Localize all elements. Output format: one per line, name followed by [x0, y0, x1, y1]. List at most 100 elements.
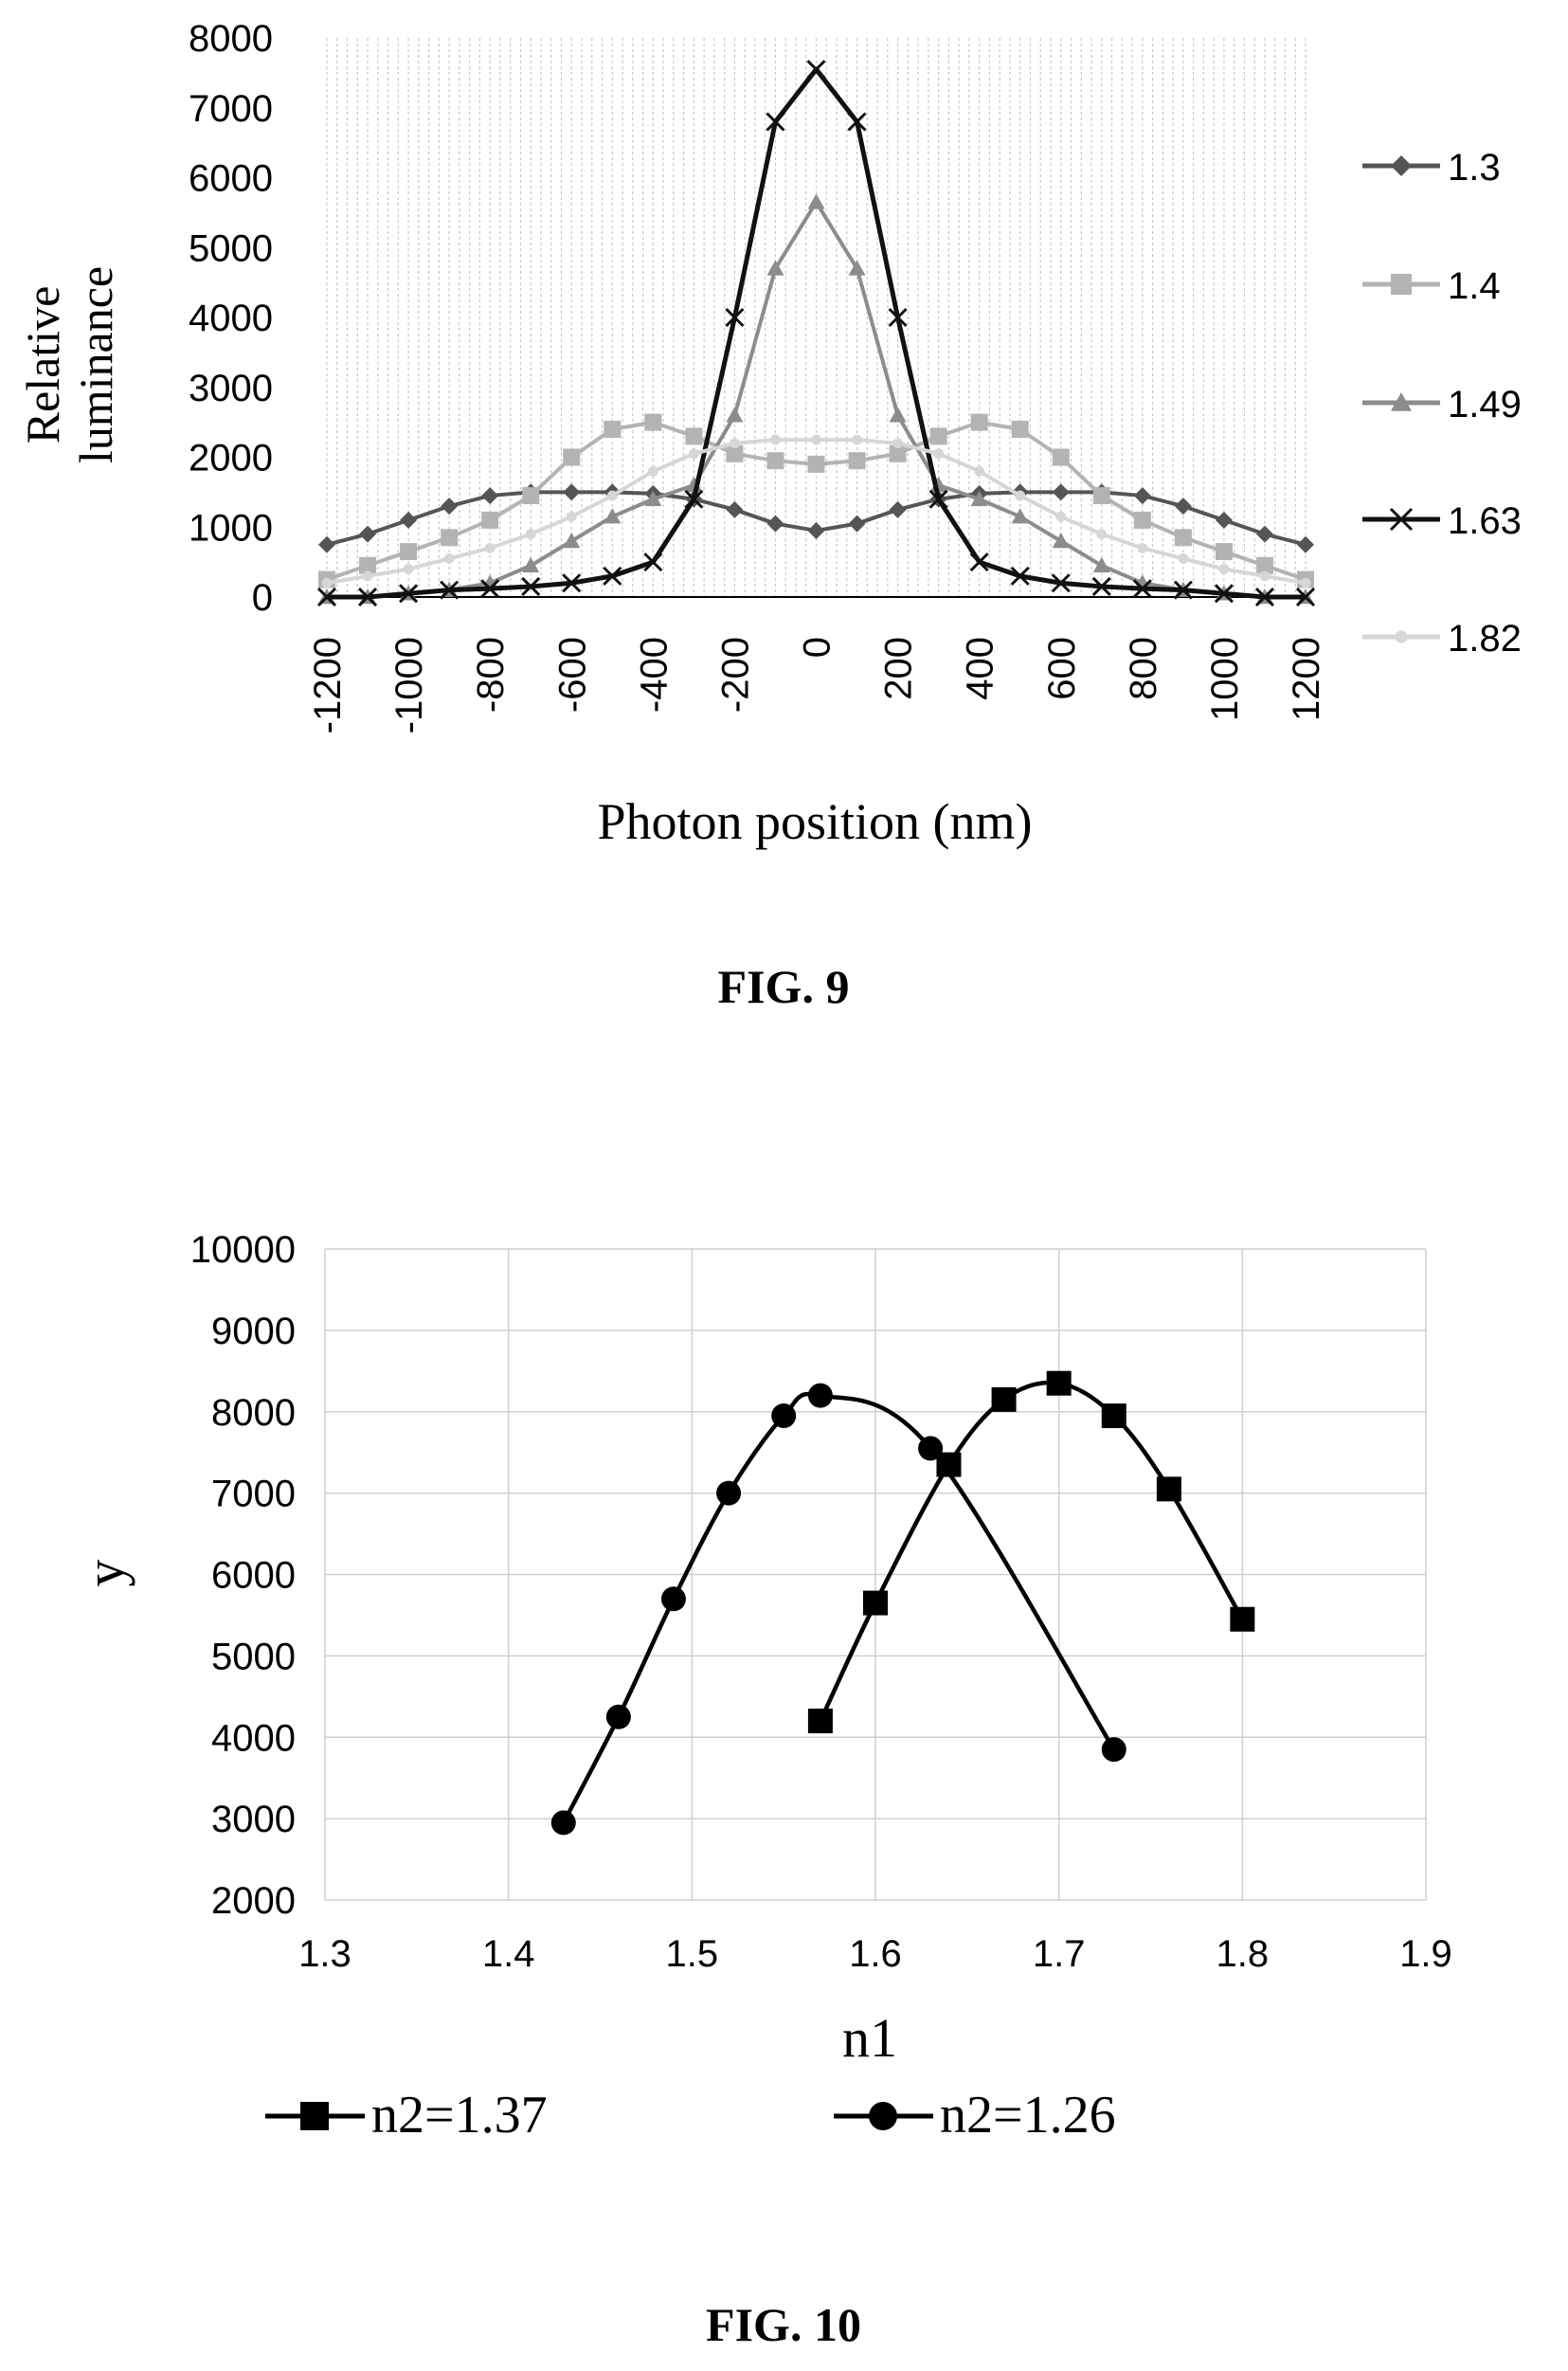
fig9-point — [1174, 529, 1192, 547]
fig9-point — [1011, 421, 1029, 438]
fig9-point — [730, 438, 740, 449]
fig9-y-tick-label: 3000 — [189, 368, 273, 409]
fig9-legend-item: 1.4 — [1362, 265, 1501, 307]
fig9-point — [603, 566, 622, 586]
fig9-x-tick-labels: -1200 -1000 -800 -600 -400 -200 0 200 400 600 800 1… — [307, 637, 1327, 733]
fig9-point — [604, 421, 622, 438]
fig9-point — [1218, 564, 1230, 574]
fig10-y-tick-label: 6000 — [211, 1555, 296, 1597]
fig9-point — [766, 112, 785, 132]
fig9-y-tick-label: 7000 — [189, 88, 273, 130]
fig9-point — [606, 490, 618, 501]
fig9-point — [847, 112, 867, 132]
fig9-point — [316, 587, 337, 607]
fig10-legend-item: n2=1.26 — [834, 2086, 1116, 2145]
fig9-point — [889, 407, 907, 423]
fig9-point — [726, 500, 744, 518]
fig10-legend-label: n2=1.37 — [371, 2086, 548, 2145]
fig9-point — [443, 553, 455, 564]
fig10-point — [807, 1383, 833, 1408]
fig10-y-tick-label: 8000 — [211, 1392, 296, 1434]
fig9-point — [928, 489, 948, 509]
fig9-point — [1255, 556, 1273, 574]
fig9-point — [685, 427, 703, 445]
fig9-point — [1092, 487, 1110, 505]
fig9-point — [1255, 525, 1273, 543]
fig9-point — [811, 434, 821, 445]
fig9-point — [1215, 511, 1233, 529]
fig9-point — [888, 307, 908, 328]
fig9-point — [400, 511, 418, 529]
fig9-point — [647, 465, 658, 477]
fig9-point — [688, 448, 699, 460]
fig9-series-1.4 — [318, 413, 1314, 588]
fig9-legend-label: 1.3 — [1448, 147, 1501, 189]
fig9-point — [644, 490, 662, 506]
fig9-point — [969, 552, 989, 572]
fig9-legend-item: 1.82 — [1362, 618, 1522, 660]
fig10-x-axis-label: n1 — [842, 2007, 897, 2069]
fig10-chart: 2000 3000 4000 5000 6000 7000 8000 9000 10000 1.… — [74, 1229, 1452, 2145]
fig9-point — [1259, 570, 1271, 582]
fig9-point — [766, 260, 784, 276]
fig9-x-tick-label: 1200 — [1286, 637, 1327, 721]
fig9-point — [643, 552, 663, 572]
fig9-legend: 1.3 1.4 1.49 1.63 1.82 — [1362, 147, 1522, 660]
fig9-point — [1300, 577, 1311, 588]
fig9-x-tick-label: -1000 — [388, 637, 430, 733]
fig10-gridlines — [324, 1248, 1427, 1901]
fig9-point — [807, 193, 825, 209]
fig10-x-tick-label: 1.9 — [1399, 1933, 1452, 1975]
fig9-point — [441, 529, 459, 547]
fig10-x-tick-label: 1.5 — [666, 1933, 719, 1975]
fig10-y-tick-label: 10000 — [190, 1229, 296, 1271]
fig9-point — [522, 556, 540, 573]
fig9-point — [1297, 535, 1314, 553]
fig9-series — [316, 60, 1316, 607]
fig9-point — [399, 584, 419, 604]
fig9-series-1.82 — [321, 434, 1311, 588]
fig10-point — [918, 1436, 944, 1461]
fig9-point — [684, 489, 704, 509]
fig9-point — [726, 444, 744, 462]
fig10-x-tick-label: 1.6 — [849, 1933, 902, 1975]
fig10-legend-item: n2=1.37 — [265, 2086, 548, 2145]
fig10-point — [863, 1590, 888, 1616]
fig9-point — [1295, 587, 1316, 607]
fig9-gridlines — [326, 38, 1307, 597]
fig9-legend-label: 1.49 — [1448, 384, 1522, 425]
fig9-point — [604, 508, 622, 524]
fig9-series-1.63 — [316, 60, 1316, 607]
fig9-x-tick-label: -600 — [551, 637, 593, 713]
fig10-y-tick-label: 2000 — [211, 1880, 296, 1922]
fig9-point — [1215, 543, 1233, 561]
fig9-point — [852, 434, 862, 445]
fig9-y-tick-labels: 0 1000 2000 3000 4000 5000 6000 7000 8000 — [189, 18, 273, 619]
fig9-y-axis-label-line2: luminance — [69, 266, 122, 463]
fig9-x-tick-label: 0 — [797, 637, 838, 658]
fig9-point — [562, 573, 582, 593]
fig10-series-n2=1.26 — [550, 1383, 1126, 1836]
fig9-y-tick-label: 2000 — [189, 438, 273, 480]
fig9-point — [359, 525, 377, 543]
fig9-x-axis-label: Photon position (nm) — [597, 793, 1032, 850]
fig9-legend-label: 1.63 — [1448, 500, 1522, 542]
fig10-point — [605, 1704, 631, 1729]
fig9-x-tick-label: 1000 — [1204, 637, 1246, 721]
fig10-point — [991, 1386, 1017, 1412]
fig9-point — [359, 556, 377, 574]
fig9-point — [362, 570, 373, 582]
fig9-point — [566, 511, 577, 522]
fig9-point — [563, 533, 581, 549]
fig9-point — [1015, 490, 1026, 501]
fig9-legend-item: 1.63 — [1362, 500, 1522, 542]
fig9-legend-marker — [1391, 274, 1412, 295]
fig9-point — [484, 542, 496, 553]
fig10-point — [1156, 1476, 1181, 1502]
fig10-y-tick-label: 4000 — [211, 1717, 296, 1759]
fig9-legend-marker — [1391, 392, 1412, 411]
fig9-y-tick-label: 8000 — [189, 18, 273, 60]
fig9-point — [766, 515, 784, 533]
